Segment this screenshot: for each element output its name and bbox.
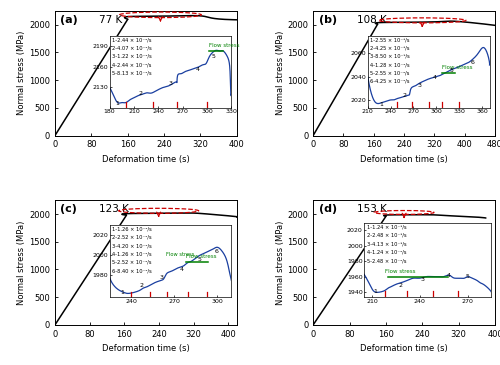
Text: (b): (b) xyxy=(318,15,337,25)
Text: (d): (d) xyxy=(318,204,337,214)
Y-axis label: Normal stress (MPa): Normal stress (MPa) xyxy=(276,220,284,305)
Text: 77 K: 77 K xyxy=(98,15,122,25)
Text: (c): (c) xyxy=(60,204,78,214)
X-axis label: Deformation time (s): Deformation time (s) xyxy=(102,344,190,353)
X-axis label: Deformation time (s): Deformation time (s) xyxy=(102,155,190,164)
Y-axis label: Normal stress (MPa): Normal stress (MPa) xyxy=(18,220,26,305)
Text: 108 K: 108 K xyxy=(357,15,386,25)
Text: 153 K: 153 K xyxy=(357,204,386,214)
X-axis label: Deformation time (s): Deformation time (s) xyxy=(360,155,448,164)
Text: (a): (a) xyxy=(60,15,78,25)
Text: 123 K: 123 K xyxy=(98,204,128,214)
Y-axis label: Normal stress (MPa): Normal stress (MPa) xyxy=(18,31,26,115)
Y-axis label: Normal stress (MPa): Normal stress (MPa) xyxy=(276,31,284,115)
X-axis label: Deformation time (s): Deformation time (s) xyxy=(360,344,448,353)
